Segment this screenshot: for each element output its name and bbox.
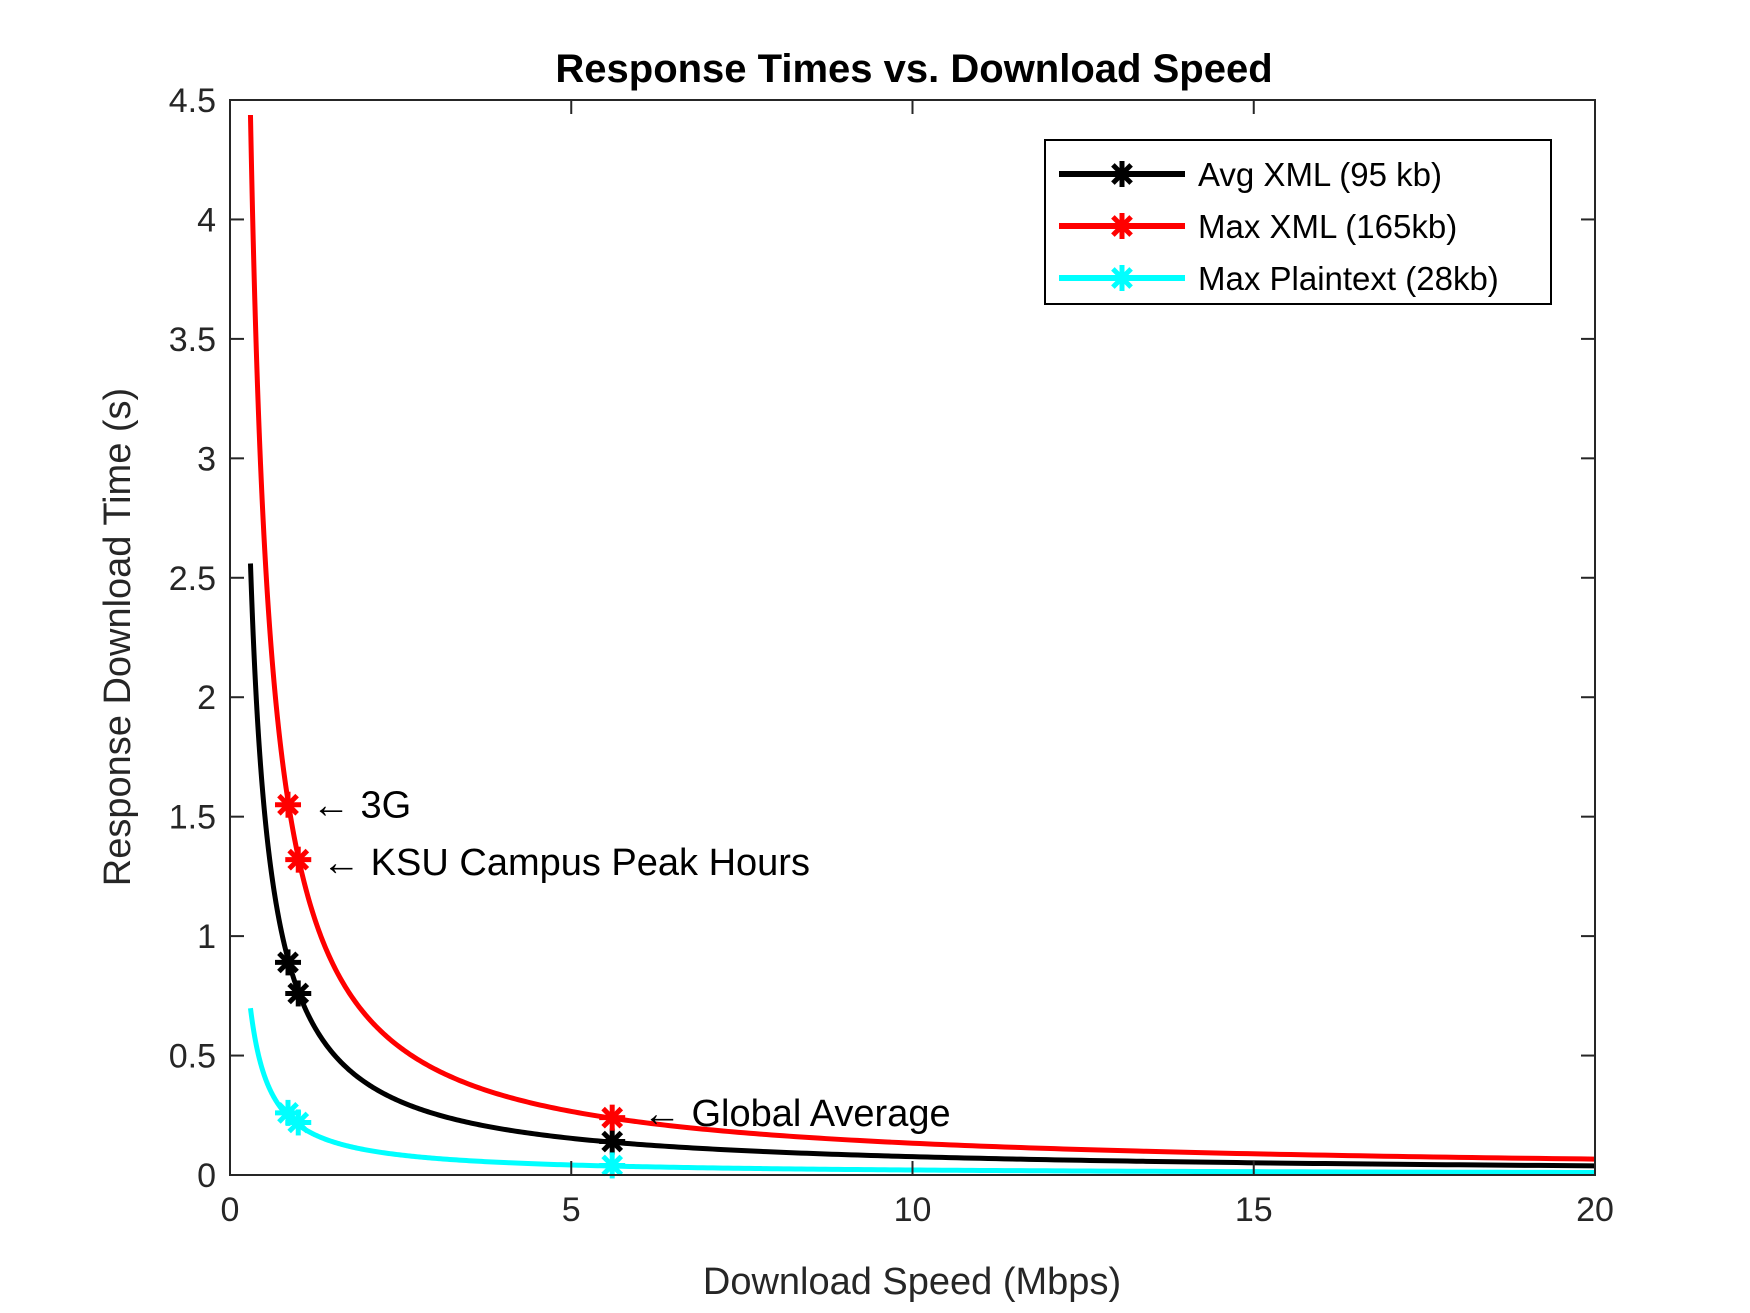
legend-marker — [1109, 161, 1135, 187]
series-line-max-xml-165kb — [247, 114, 1596, 1162]
data-point-max-xml-165kb-1 — [275, 791, 302, 818]
axes-layer: 0 5 10 15 20 0 0.5 1 1.5 2 2.5 3 3.5 4 4.5 — [169, 82, 1614, 1229]
legend-entries: Avg XML (95 kb) Max XML (165kb) Max Plaint… — [1059, 156, 1499, 297]
marker-stroke — [601, 1106, 624, 1129]
y-tick-label: 4 — [197, 201, 216, 239]
y-tick-label: 0.5 — [169, 1038, 216, 1076]
annotation-label: ← KSU Campus Peak Hours — [322, 842, 810, 884]
marker-stroke — [601, 1130, 624, 1153]
legend-label: Max Plaintext (28kb) — [1198, 260, 1499, 297]
x-tick-label: 10 — [894, 1191, 932, 1229]
marker-stroke — [601, 1154, 624, 1177]
series-line-avg-xml-95-kb — [247, 563, 1596, 1169]
legend-entry-avg-xml-95-kb: Avg XML (95 kb) — [1059, 156, 1442, 193]
marker-stroke — [1111, 215, 1133, 237]
y-tick-label: 2 — [197, 679, 216, 717]
annotation-layer: ← 3G ← KSU Campus Peak Hours ← Global Aver… — [312, 785, 951, 1135]
annotation-label: ← Global Average — [643, 1093, 951, 1135]
legend-label: Max XML (165kb) — [1198, 208, 1457, 245]
data-point-max-xml-165kb-3 — [599, 1104, 626, 1131]
marker-stroke — [277, 1102, 299, 1124]
marker-stroke — [287, 848, 310, 871]
data-point-max-xml-165kb-2 — [285, 846, 312, 873]
marker-stroke — [287, 982, 310, 1005]
data-point-avg-xml-95-kb-3 — [599, 1128, 626, 1155]
marker-stroke — [1111, 267, 1133, 289]
marker-stroke — [287, 1111, 310, 1134]
y-axis-title: Response Download Time (s) — [97, 388, 139, 886]
y-tick-label: 3.5 — [169, 321, 216, 359]
legend-marker — [1109, 265, 1135, 291]
y-tick-label: 1 — [197, 918, 216, 956]
legend: Avg XML (95 kb) Max XML (165kb) Max Plaint… — [1044, 139, 1552, 305]
data-point-max-plaintext-28kb-2 — [285, 1109, 312, 1136]
y-tick-label: 2.5 — [169, 560, 216, 598]
marker-stroke — [1111, 163, 1133, 185]
y-tick-label: 4.5 — [169, 82, 216, 120]
legend-entry-max-xml-165kb: Max XML (165kb) — [1059, 208, 1457, 245]
x-axis-title: Download Speed (Mbps) — [703, 1261, 1121, 1303]
y-tick-label: 1.5 — [169, 799, 216, 837]
data-point-avg-xml-95-kb-2 — [285, 980, 312, 1007]
chart-title: Response Times vs. Download Speed — [555, 47, 1272, 91]
legend-label: Avg XML (95 kb) — [1198, 156, 1442, 193]
x-tick-label: 20 — [1576, 1191, 1614, 1229]
legend-entry-max-plaintext-28kb: Max Plaintext (28kb) — [1059, 260, 1499, 297]
data-point-avg-xml-95-kb-1 — [275, 949, 302, 976]
x-tick-label: 15 — [1235, 1191, 1273, 1229]
y-tick-label: 0 — [197, 1157, 216, 1195]
series-line-max-plaintext-28kb — [247, 1007, 1596, 1175]
series-layer — [247, 114, 1596, 1179]
x-tick-label: 0 — [221, 1191, 240, 1229]
y-tick-label: 3 — [197, 440, 216, 478]
marker-stroke — [277, 793, 299, 816]
x-tick-label: 5 — [562, 1191, 581, 1229]
legend-marker — [1109, 213, 1135, 239]
annotation-label: ← 3G — [312, 785, 411, 827]
marker-stroke — [277, 951, 299, 974]
